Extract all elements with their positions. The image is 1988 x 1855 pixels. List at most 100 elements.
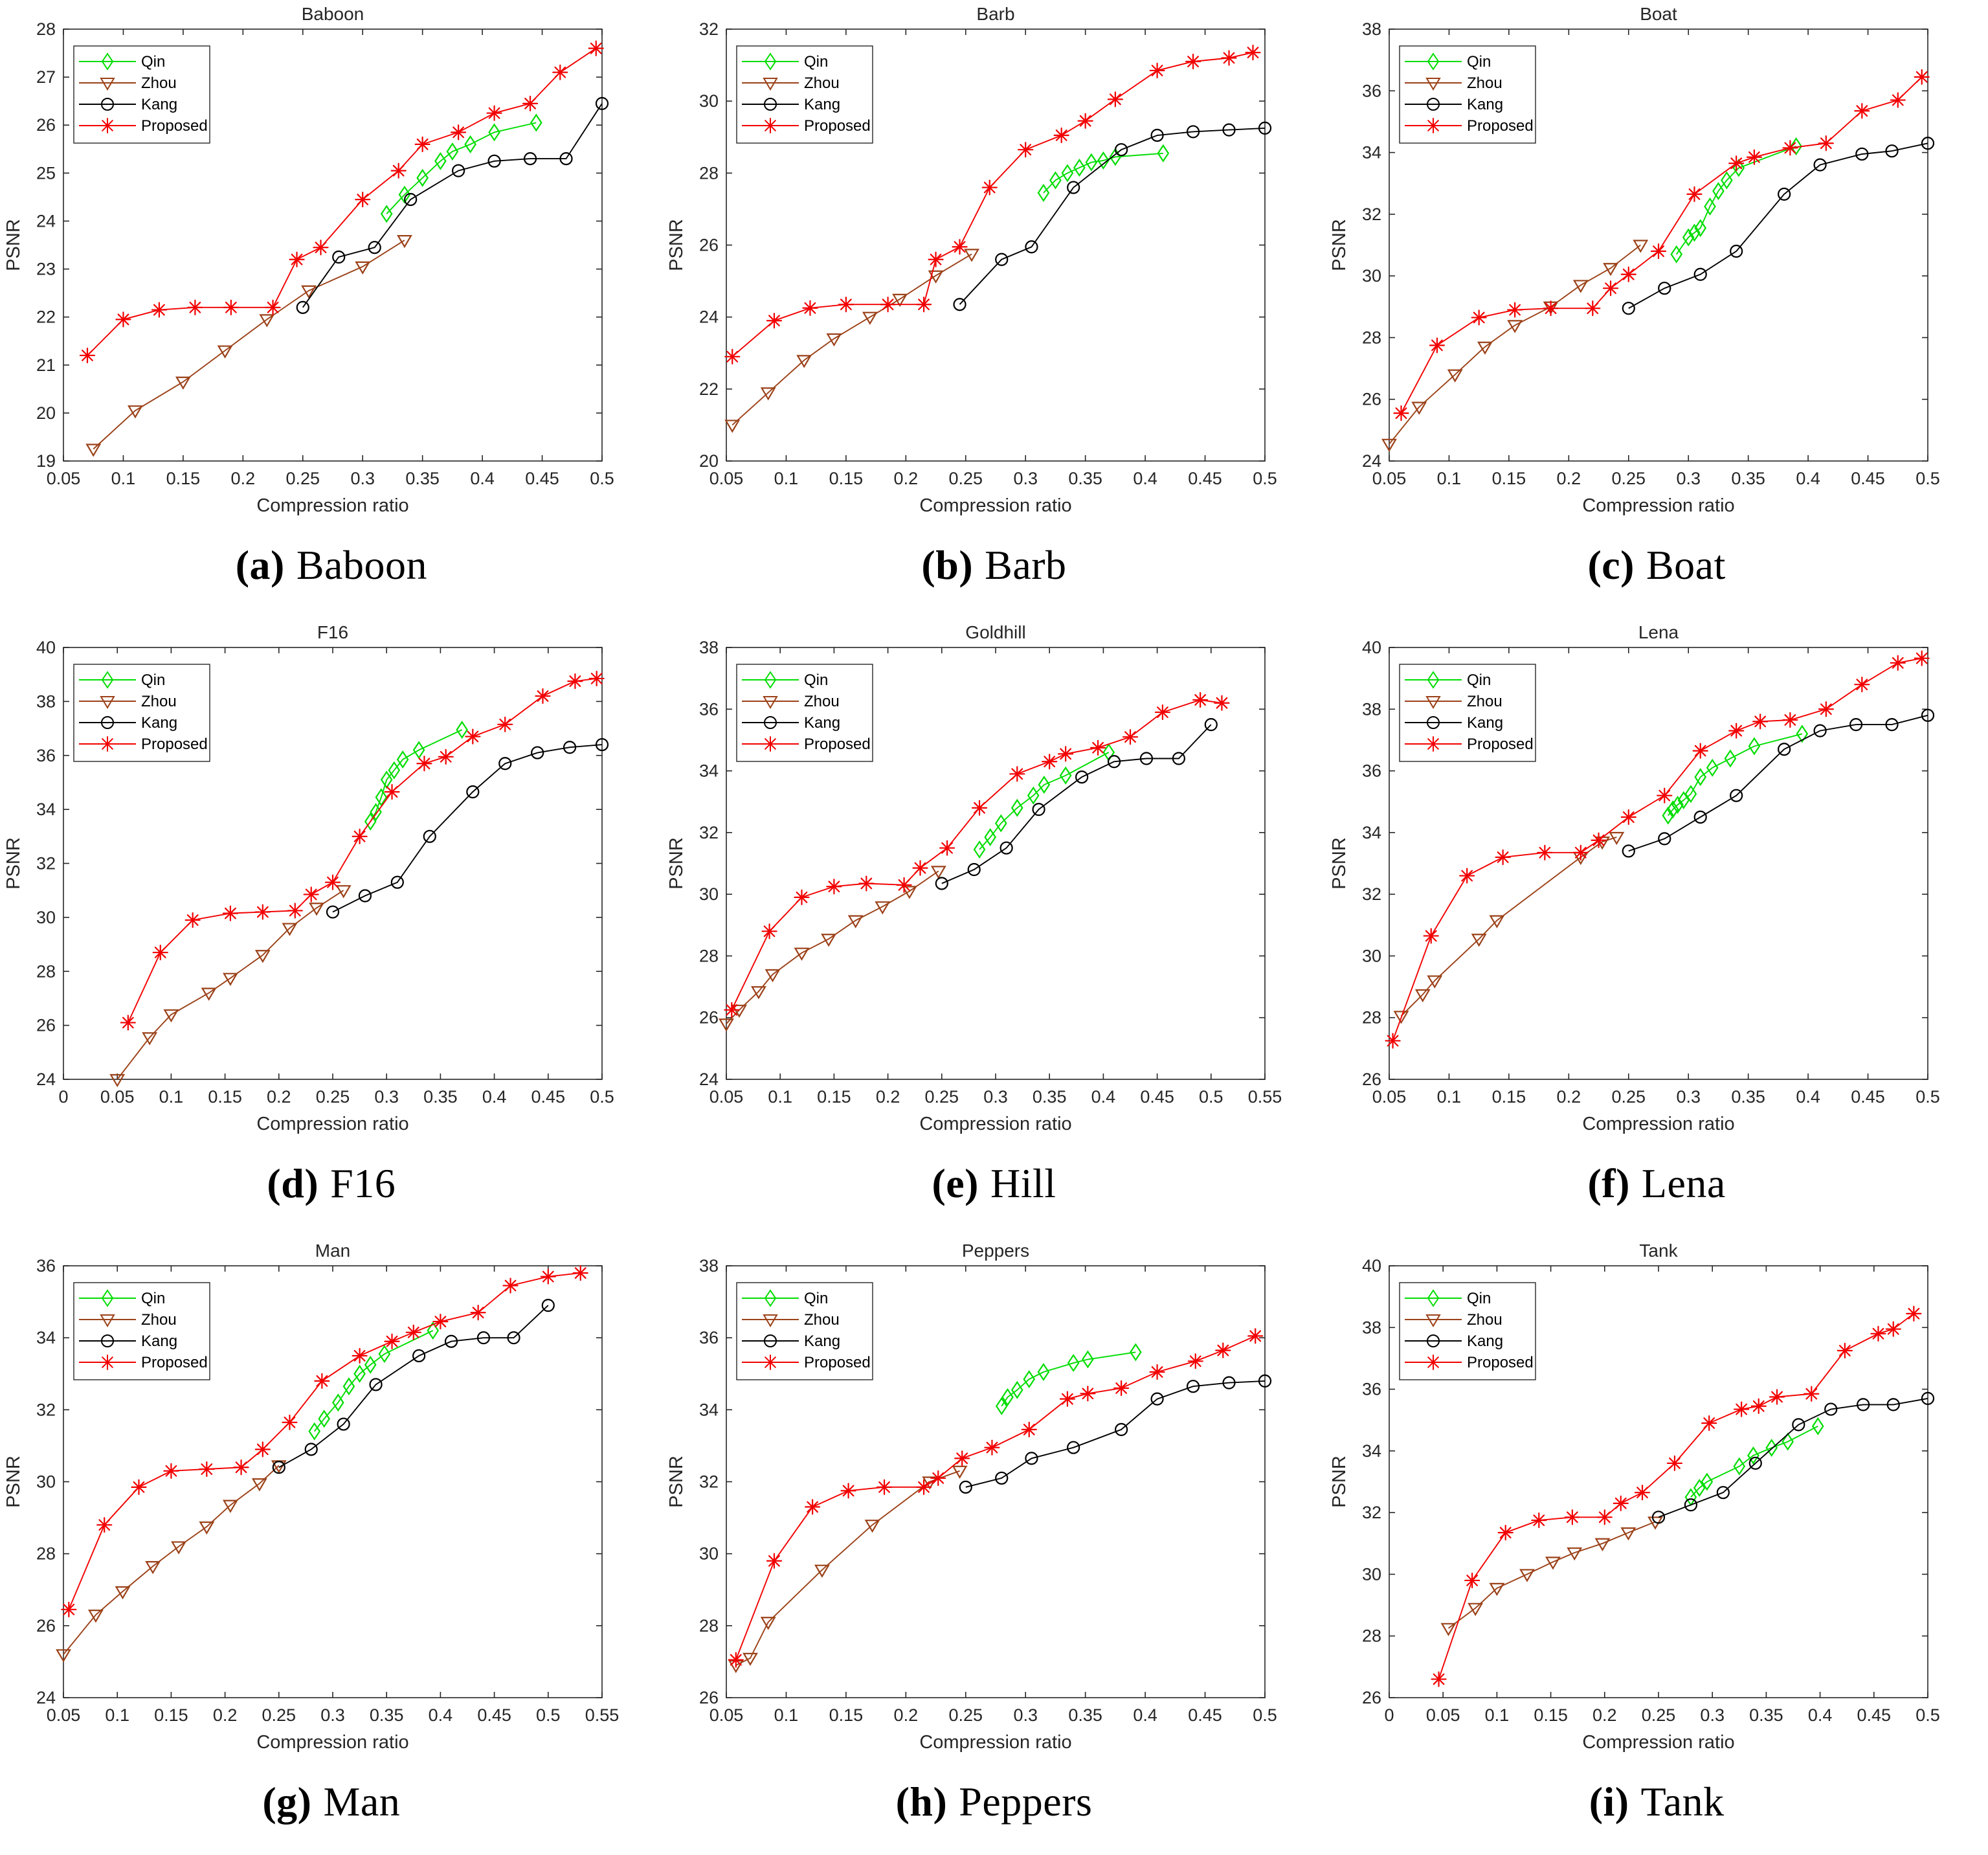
x-tick-label: 0.25 xyxy=(262,1705,296,1725)
y-tick-label: 28 xyxy=(36,1544,56,1564)
x-tick-label: 0.35 xyxy=(1068,469,1102,488)
series-line-qin xyxy=(314,1330,434,1432)
x-tick-label: 0.5 xyxy=(590,1087,615,1107)
y-axis-label: PSNR xyxy=(666,219,687,271)
x-tick-label: 0.1 xyxy=(159,1087,184,1107)
series-line-proposed xyxy=(1438,1313,1914,1680)
x-axis-label: Compression ratio xyxy=(919,495,1071,516)
y-tick-label: 38 xyxy=(1362,19,1381,39)
x-axis-label: Compression ratio xyxy=(919,1114,1071,1134)
x-tick-label: 0.35 xyxy=(1068,1705,1102,1725)
legend: Qin Zhou Kang Proposed xyxy=(73,1282,211,1380)
chart-title: Goldhill xyxy=(965,622,1025,642)
line-chart-tank: 0 0.05 0.1 0.15 0.2 0.25 0.3 0.35 0.4 0.45 0.5 26 28… xyxy=(1325,1237,1988,1760)
y-tick-label: 34 xyxy=(36,1328,56,1347)
y-tick-label: 24 xyxy=(36,211,56,230)
x-tick-label: 0.3 xyxy=(983,1087,1008,1107)
line-chart-man: 0.05 0.1 0.15 0.2 0.25 0.3 0.35 0.4 0.45 0.5 0.55 2… xyxy=(0,1237,663,1760)
legend: Qin Zhou Kang Proposed xyxy=(1398,45,1536,144)
line-chart-barb: 0.05 0.1 0.15 0.2 0.25 0.3 0.35 0.4 0.45 0.5 20 22 2… xyxy=(662,0,1325,523)
x-tick-label: 0.3 xyxy=(1700,1705,1725,1725)
legend-label-proposed: Proposed xyxy=(804,1354,871,1371)
y-tick-label: 26 xyxy=(1362,1688,1381,1707)
x-tick-label: 0.3 xyxy=(351,469,375,488)
y-tick-label: 22 xyxy=(36,308,56,327)
legend: Qin Zhou Kang Proposed xyxy=(1398,664,1536,762)
x-axis-label: Compression ratio xyxy=(257,1114,409,1134)
y-tick-label: 34 xyxy=(36,800,56,819)
y-tick-label: 34 xyxy=(699,1400,719,1419)
y-tick-label: 32 xyxy=(699,1472,719,1492)
x-tick-label: 0.4 xyxy=(1133,469,1157,488)
chart-panel-barb: 0.05 0.1 0.15 0.2 0.25 0.3 0.35 0.4 0.45 0.5 20 22 2… xyxy=(662,0,1326,618)
x-tick-label: 0.3 xyxy=(321,1705,346,1725)
y-axis-label: PSNR xyxy=(1329,837,1350,890)
y-tick-label: 26 xyxy=(36,1616,56,1636)
y-tick-label: 30 xyxy=(699,884,719,904)
y-tick-label: 24 xyxy=(699,1070,719,1089)
chart-title: Lena xyxy=(1638,622,1679,642)
legend-label-qin: Qin xyxy=(1467,671,1491,689)
y-tick-label: 27 xyxy=(36,67,56,87)
x-tick-label: 0.4 xyxy=(471,469,495,488)
y-tick-label: 21 xyxy=(36,355,56,375)
x-tick-label: 0.3 xyxy=(1013,1705,1038,1725)
chart-title: Peppers xyxy=(962,1241,1029,1261)
legend-label-zhou: Zhou xyxy=(804,74,840,92)
caption-name: Baboon xyxy=(296,542,427,588)
series-line-kang xyxy=(302,103,603,308)
y-axis-label: PSNR xyxy=(1329,1456,1350,1508)
y-tick-label: 26 xyxy=(36,1016,56,1035)
x-tick-label: 0.2 xyxy=(876,1087,900,1107)
y-tick-label: 28 xyxy=(699,163,719,183)
line-chart-lena: 0.05 0.1 0.15 0.2 0.25 0.3 0.35 0.4 0.45 0.5 26 28 3… xyxy=(1325,618,1988,1141)
y-tick-label: 32 xyxy=(36,854,56,873)
x-axis-label: Compression ratio xyxy=(1582,1732,1734,1753)
y-tick-label: 26 xyxy=(699,1688,719,1707)
chart-title: Baboon xyxy=(302,4,364,24)
x-tick-label: 0.2 xyxy=(1592,1705,1617,1725)
caption-letter: (e) xyxy=(932,1160,979,1206)
y-tick-label: 40 xyxy=(1362,1256,1381,1276)
x-tick-label: 0.3 xyxy=(1676,1087,1701,1107)
chart-panel-boat: 0.05 0.1 0.15 0.2 0.25 0.3 0.35 0.4 0.45 0.5 24 26 2… xyxy=(1325,0,1988,618)
caption-name: Lena xyxy=(1641,1160,1726,1206)
y-tick-label: 28 xyxy=(699,946,719,965)
x-tick-label: 0.05 xyxy=(100,1087,135,1107)
legend-label-qin: Qin xyxy=(141,1290,165,1307)
legend-label-zhou: Zhou xyxy=(804,693,840,710)
x-tick-label: 0.2 xyxy=(894,1705,919,1725)
y-tick-label: 26 xyxy=(699,236,719,255)
chart-title: F16 xyxy=(317,622,348,642)
chart-title: Boat xyxy=(1640,4,1677,24)
y-tick-label: 30 xyxy=(36,908,56,927)
y-tick-label: 40 xyxy=(1362,638,1381,657)
caption-name: Hill xyxy=(990,1160,1056,1206)
chart-svg-boat: 0.05 0.1 0.15 0.2 0.25 0.3 0.35 0.4 0.45 0.5 24 26 2… xyxy=(1325,0,1988,523)
x-tick-label: 0.5 xyxy=(1199,1087,1223,1107)
x-tick-label: 0.25 xyxy=(316,1087,350,1107)
caption-name: Peppers xyxy=(959,1779,1093,1825)
x-tick-label: 0.55 xyxy=(1248,1087,1282,1107)
series-line-zhou xyxy=(735,1470,960,1666)
caption-name: Boat xyxy=(1646,542,1726,588)
x-tick-label: 0.3 xyxy=(1676,469,1701,488)
x-tick-label: 0.05 xyxy=(709,1705,744,1725)
y-axis-label: PSNR xyxy=(666,837,687,890)
x-tick-label: 0.25 xyxy=(925,1087,959,1107)
y-tick-label: 26 xyxy=(1362,1070,1381,1089)
x-tick-label: 0.35 xyxy=(1731,469,1765,488)
x-tick-label: 0 xyxy=(59,1087,69,1107)
x-tick-label: 0.15 xyxy=(154,1705,188,1725)
series-line-zhou xyxy=(63,1465,280,1655)
x-tick-label: 0.2 xyxy=(1556,1087,1581,1107)
x-tick-label: 0.5 xyxy=(590,469,615,488)
x-tick-label: 0.45 xyxy=(1140,1087,1174,1107)
legend-label-qin: Qin xyxy=(804,53,828,71)
x-tick-label: 0.45 xyxy=(1188,1705,1222,1725)
series-line-kang xyxy=(1627,142,1928,309)
series-line-zhou xyxy=(1447,1521,1656,1629)
caption-letter: (h) xyxy=(895,1779,948,1825)
chart-svg-tank: 0 0.05 0.1 0.15 0.2 0.25 0.3 0.35 0.4 0.45 0.5 26 28… xyxy=(1325,1237,1988,1760)
